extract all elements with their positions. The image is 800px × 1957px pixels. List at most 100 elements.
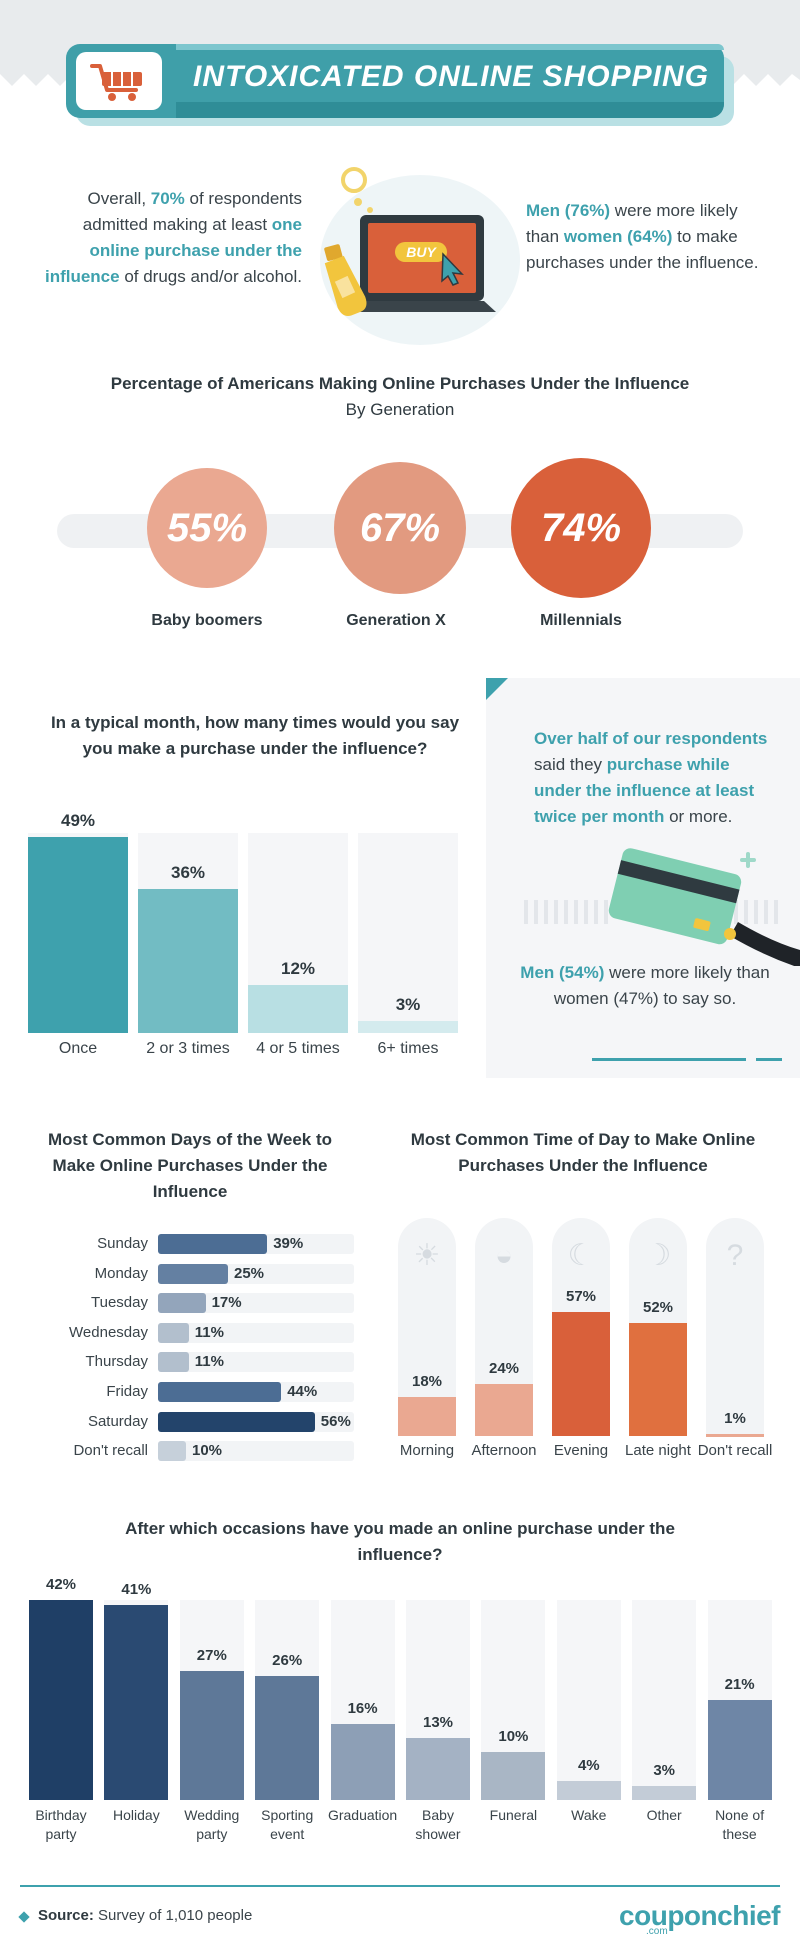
occasion-bar xyxy=(707,1700,772,1800)
day-label: Friday xyxy=(106,1383,148,1400)
days-chart-title: Most Common Days of the Week to Make Onl… xyxy=(48,1130,332,1201)
sunset-icon: ◒ xyxy=(494,1239,514,1272)
brand-logo-suffix: .com xyxy=(646,1926,668,1937)
time-category-label: Afternoon xyxy=(471,1442,537,1459)
occasion-value-label: 16% xyxy=(347,1699,378,1717)
generation-chart-subtitle: By Generation xyxy=(345,400,455,419)
occasion-value-label: 10% xyxy=(498,1728,529,1746)
occasions-chart-title: After which occasions have you made an o… xyxy=(125,1519,675,1564)
day-label: Sunday xyxy=(97,1235,148,1252)
monthly-chart-title: In a typical month, how many times would… xyxy=(50,713,460,758)
month-column-bg xyxy=(358,833,458,1033)
occasion-category-label: Wedding party xyxy=(184,1807,240,1842)
occasion-bar xyxy=(179,1671,244,1800)
footer-divider xyxy=(20,1885,780,1887)
brand-logo[interactable]: couponchief xyxy=(619,1900,780,1931)
occasion-bar xyxy=(556,1780,621,1800)
occasion-category-label: Holiday xyxy=(113,1807,160,1823)
day-bar xyxy=(158,1322,189,1343)
month-value-label: 49% xyxy=(60,811,96,830)
occasion-value-label: 27% xyxy=(196,1647,227,1665)
month-bar xyxy=(28,837,128,1033)
day-label: Wednesday xyxy=(69,1323,148,1341)
time-chart-title: Most Common Time of Day to Make Online P… xyxy=(410,1130,756,1175)
time-bar xyxy=(629,1322,687,1436)
day-bar xyxy=(158,1441,186,1462)
occasion-bar xyxy=(104,1604,169,1800)
occasion-track xyxy=(632,1600,697,1800)
occasion-track xyxy=(556,1600,621,1800)
time-category-label: Don't recall xyxy=(697,1442,773,1459)
occasion-bar xyxy=(632,1785,697,1800)
occasion-category-label: Baby shower xyxy=(415,1807,461,1842)
occasion-bar xyxy=(481,1752,546,1800)
occasion-value-label: 13% xyxy=(422,1714,454,1732)
occasion-category-label: Birthday party xyxy=(35,1807,87,1842)
day-value-label: 11% xyxy=(194,1353,224,1371)
day-value-label: 10% xyxy=(192,1442,223,1460)
day-value-label: 25% xyxy=(234,1264,265,1282)
time-value-label: 24% xyxy=(488,1359,520,1377)
occasion-value-label: 4% xyxy=(577,1756,600,1774)
laptop-bottle-illustration: BUY xyxy=(320,167,520,345)
occasion-category-label: Graduation xyxy=(327,1807,398,1823)
intro-gender-text: Men (76%) were more likely than women (6… xyxy=(526,201,759,272)
day-bar xyxy=(158,1352,189,1373)
day-label: Tuesday xyxy=(91,1294,148,1312)
generation-circle-gen-x: 67% xyxy=(334,462,466,594)
time-bar xyxy=(552,1311,610,1436)
occasion-value-label: 42% xyxy=(45,1576,77,1593)
shopping-cart-icon xyxy=(90,64,142,101)
day-value-label: 17% xyxy=(211,1294,242,1312)
generation-label-baby-boomers: Baby boomers xyxy=(151,612,263,629)
day-bar xyxy=(158,1293,206,1314)
day-bar xyxy=(158,1382,282,1402)
day-label: Don't recall xyxy=(73,1442,148,1460)
time-bar xyxy=(706,1433,764,1437)
occasion-category-label: Wake xyxy=(571,1807,607,1823)
month-category-label: 2 or 3 times xyxy=(146,1040,230,1057)
month-bar xyxy=(248,985,348,1033)
month-bar xyxy=(358,1021,458,1033)
time-bar xyxy=(475,1383,533,1436)
day-label: Monday xyxy=(94,1264,148,1282)
time-value-label: 52% xyxy=(642,1298,674,1316)
day-value-label: 11% xyxy=(194,1323,224,1341)
callout-underline-short xyxy=(756,1058,782,1061)
generation-circle-baby-boomers: 55% xyxy=(147,468,267,588)
day-track xyxy=(158,1441,354,1462)
time-category-label: Late night xyxy=(625,1442,691,1459)
title-banner: INTOXICATED ONLINE SHOPPING xyxy=(66,44,734,126)
occasion-bar xyxy=(255,1676,320,1800)
occasion-value-label: 3% xyxy=(653,1761,676,1779)
occasion-bar xyxy=(330,1723,395,1800)
occasion-category-label: Sporting event xyxy=(261,1807,314,1842)
day-bar xyxy=(158,1263,228,1284)
callout-underline xyxy=(592,1058,746,1061)
cart-icon-box xyxy=(76,52,162,110)
month-category-label: 6+ times xyxy=(377,1040,439,1057)
generation-label-gen-x: Generation X xyxy=(346,612,446,629)
occasion-category-label: Other xyxy=(646,1807,682,1823)
month-category-label: Once xyxy=(58,1040,98,1057)
time-bar xyxy=(398,1396,456,1436)
time-track xyxy=(706,1218,764,1436)
day-value-label: 44% xyxy=(287,1383,318,1400)
monthly-callout-text: Over half of our respondents said they p… xyxy=(534,729,768,826)
day-track xyxy=(158,1352,354,1373)
diamond-bullet-icon xyxy=(18,1911,30,1923)
month-value-label: 3% xyxy=(395,995,421,1014)
month-value-label: 36% xyxy=(170,863,206,882)
occasion-value-label: 41% xyxy=(121,1580,152,1598)
day-value-label: 56% xyxy=(320,1412,351,1430)
source-note: Source: Survey of 1,010 people xyxy=(38,1907,253,1924)
day-label: Saturday xyxy=(87,1412,148,1430)
day-bar xyxy=(158,1411,315,1432)
time-value-label: 1% xyxy=(724,1409,746,1427)
question-icon: ? xyxy=(726,1239,744,1272)
time-category-label: Morning xyxy=(399,1442,455,1459)
page-title: INTOXICATED ONLINE SHOPPING xyxy=(193,60,709,93)
callout-corner-accent xyxy=(486,678,508,700)
credit-card-hand-illustration xyxy=(524,848,800,966)
time-value-label: 57% xyxy=(565,1287,597,1305)
